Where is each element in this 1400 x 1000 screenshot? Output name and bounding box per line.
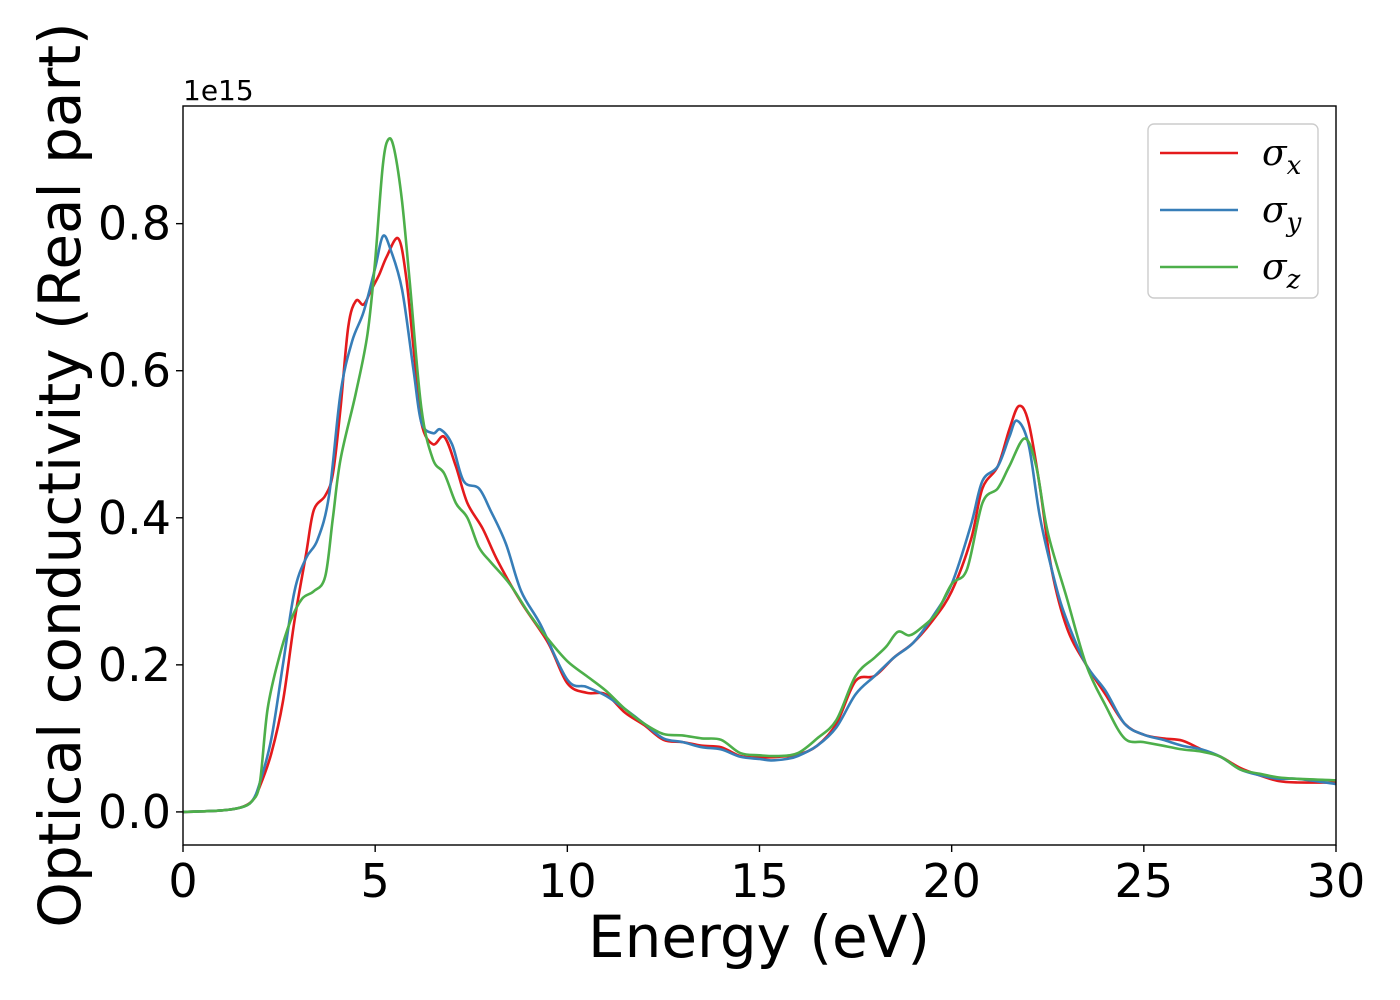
x-tick-label: 30	[1307, 854, 1366, 908]
y-tick-label: 0.2	[98, 638, 171, 692]
x-tick-label: 20	[922, 854, 981, 908]
x-tick-label: 15	[730, 854, 789, 908]
y-tick-label: 0.8	[98, 197, 171, 251]
y-tick-label: 0.0	[98, 785, 171, 839]
series-layer	[182, 137, 1337, 814]
series-line-sigma-y	[182, 234, 1337, 814]
legend: σx σy σz	[1147, 123, 1319, 299]
y-tick-label: 0.6	[98, 344, 171, 398]
series-line-sigma-x	[182, 236, 1337, 814]
series-line-sigma-z	[182, 137, 1337, 814]
x-axis-label: Energy (eV)	[588, 903, 930, 971]
x-tick-label: 0	[168, 854, 197, 908]
x-axis: 0 5 10 15 20 25 30	[168, 845, 1365, 908]
x-tick-label: 25	[1115, 854, 1174, 908]
y-axis-label: Optical conductivity (Real part)	[26, 22, 94, 927]
y-axis: 0.0 0.2 0.4 0.6 0.8	[98, 197, 183, 839]
y-offset-label: 1e15	[183, 74, 254, 107]
legend-label-sigma-z: σz	[1262, 247, 1301, 295]
legend-label-sigma-y: σy	[1262, 190, 1302, 238]
y-tick-label: 0.4	[98, 491, 171, 545]
x-tick-label: 5	[361, 854, 390, 908]
x-tick-label: 10	[538, 854, 597, 908]
legend-label-sigma-x: σx	[1262, 133, 1302, 181]
